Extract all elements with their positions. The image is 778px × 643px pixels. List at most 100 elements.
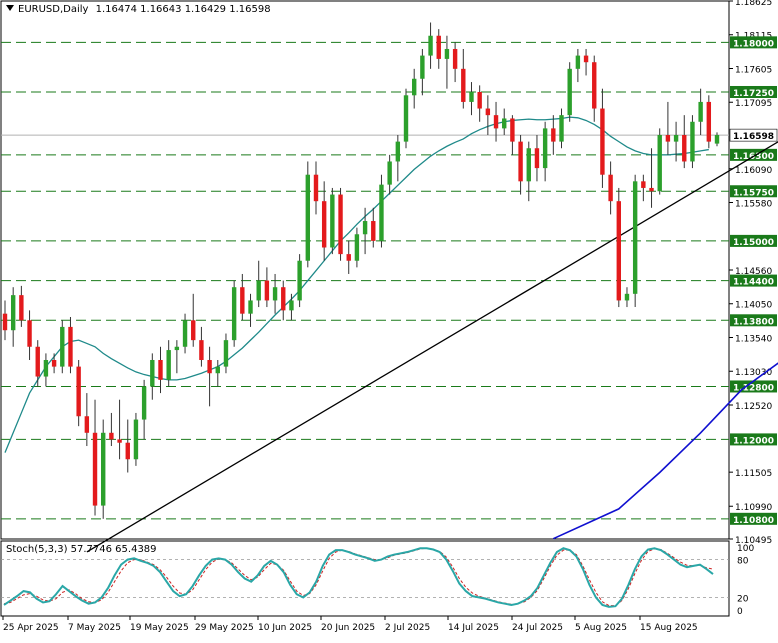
ohlc-readout: 1.16474 1.16643 1.16429 1.16598 [95, 4, 271, 15]
candle-body-bear [76, 366, 81, 417]
x-tick-label: 19 May 2025 [130, 623, 189, 633]
candle-body-bull [542, 128, 548, 169]
y-tick-label: 1.10495 [735, 536, 772, 546]
dropdown-triangle-icon[interactable] [6, 5, 14, 11]
candle-body-bull [567, 68, 572, 116]
level-tag [730, 148, 777, 161]
symbol-title: EURUSD,Daily [18, 4, 89, 15]
candle-body-bear [84, 416, 90, 433]
candle-body-bull [624, 293, 630, 301]
level-tag [730, 36, 777, 49]
price-pane-frame [0, 0, 730, 540]
y-tick-label: 1.13540 [735, 334, 772, 344]
candle-body-bear [649, 187, 654, 192]
candle-body-bull [297, 260, 302, 301]
level-tag-label: 1.12800 [733, 383, 774, 393]
candle-body-bear [346, 254, 351, 261]
candle-body-bull [379, 184, 384, 241]
candle-body-bear [616, 201, 621, 301]
x-tick-label: 2 Jul 2025 [385, 623, 430, 633]
y-tick-label: 1.16090 [735, 166, 772, 176]
candle-body-bull [387, 161, 392, 185]
level-tag-label: 1.10800 [733, 516, 774, 526]
current-price-tag [729, 128, 778, 142]
y-tick-label: 1.14050 [735, 301, 772, 311]
candle-body-bull [182, 320, 188, 347]
candle-body-bull [559, 115, 564, 142]
candle-body-bull [150, 359, 155, 387]
candle-body-bear [92, 432, 98, 506]
candle-body-bull [133, 419, 139, 460]
candle-body-bull [714, 135, 720, 144]
candle-body-bear [117, 439, 122, 443]
candle-body-bear [199, 340, 204, 360]
candle-body-bear [321, 201, 327, 248]
candle-body-bull [289, 300, 294, 311]
candle-body-bull [444, 48, 450, 59]
candle-body-bear [665, 135, 671, 142]
candle-body-bull [403, 95, 409, 142]
stoch-tick-label: 20 [737, 594, 749, 604]
level-tag [730, 512, 777, 525]
stoch-signal-line [3, 547, 714, 607]
candle-body-bull [60, 326, 65, 367]
level-tag-label: 1.14400 [733, 278, 774, 288]
candle-body-bull [420, 55, 425, 79]
candle-body-bear [2, 313, 8, 331]
y-tick-label: 1.17605 [735, 65, 772, 75]
level-tag-label: 1.15750 [733, 188, 774, 198]
candle-body-bear [207, 359, 212, 374]
x-tick-label: 20 Jun 2025 [321, 623, 375, 633]
stoch-main-line [3, 547, 714, 608]
level-tag-label: 1.12000 [733, 436, 774, 446]
y-tick-label: 1.14560 [735, 267, 772, 277]
candle-body-bear [338, 194, 343, 255]
candle-body-bear [592, 62, 597, 109]
candle-body-bear [35, 346, 40, 377]
candle-body-bear [600, 108, 605, 175]
level-tag-label: 1.17250 [733, 89, 774, 99]
candle-body-bear [264, 280, 270, 301]
candle-body-bull [575, 55, 581, 69]
candle-body-bull [223, 340, 229, 367]
x-tick-label: 25 Apr 2025 [3, 623, 59, 633]
candle-body-bear [27, 320, 32, 347]
candle-body-bear [534, 148, 540, 169]
candle-body-bull [272, 287, 278, 301]
candle-body-bear [583, 55, 589, 63]
level-tag [730, 185, 777, 198]
stoch-header: Stoch(5,3,3) 57.7746 65.4389 [6, 544, 157, 555]
candle-body-bear [313, 174, 319, 202]
candle-body-bear [461, 68, 466, 102]
candle-body-bear [641, 181, 646, 188]
candle-body-bull [248, 300, 253, 314]
candle-body-bull [428, 35, 433, 56]
candle-body-bull [657, 135, 662, 192]
candle-body-bull [10, 295, 16, 331]
candle-body-bull [305, 174, 311, 261]
candle-body-bull [632, 181, 638, 294]
candle-body-bear [51, 359, 57, 367]
candle-body-bull [673, 135, 679, 142]
stoch-tick-label: 100 [737, 544, 754, 554]
y-tick-label: 1.12520 [735, 402, 772, 412]
x-tick-label: 15 Aug 2025 [640, 623, 698, 633]
level-tag [730, 85, 777, 98]
y-tick-label: 1.18625 [735, 0, 772, 8]
level-tag-label: 1.15000 [733, 238, 774, 248]
candle-body-bear [281, 287, 286, 311]
y-tick-label: 1.10990 [735, 503, 772, 513]
level-tag [730, 314, 777, 327]
candle-body-bull [330, 194, 335, 248]
candle-body-bull [141, 386, 147, 420]
candle-body-bull [215, 366, 220, 374]
candle-body-bear [109, 432, 114, 440]
candle-body-bear [125, 442, 130, 460]
candle-body-bull [690, 121, 695, 162]
candle-body-bear [706, 101, 712, 142]
level-tag [730, 274, 777, 287]
x-tick-label: 7 May 2025 [68, 623, 121, 633]
candle-body-bull [395, 141, 401, 162]
x-tick-label: 5 Aug 2025 [575, 623, 627, 633]
